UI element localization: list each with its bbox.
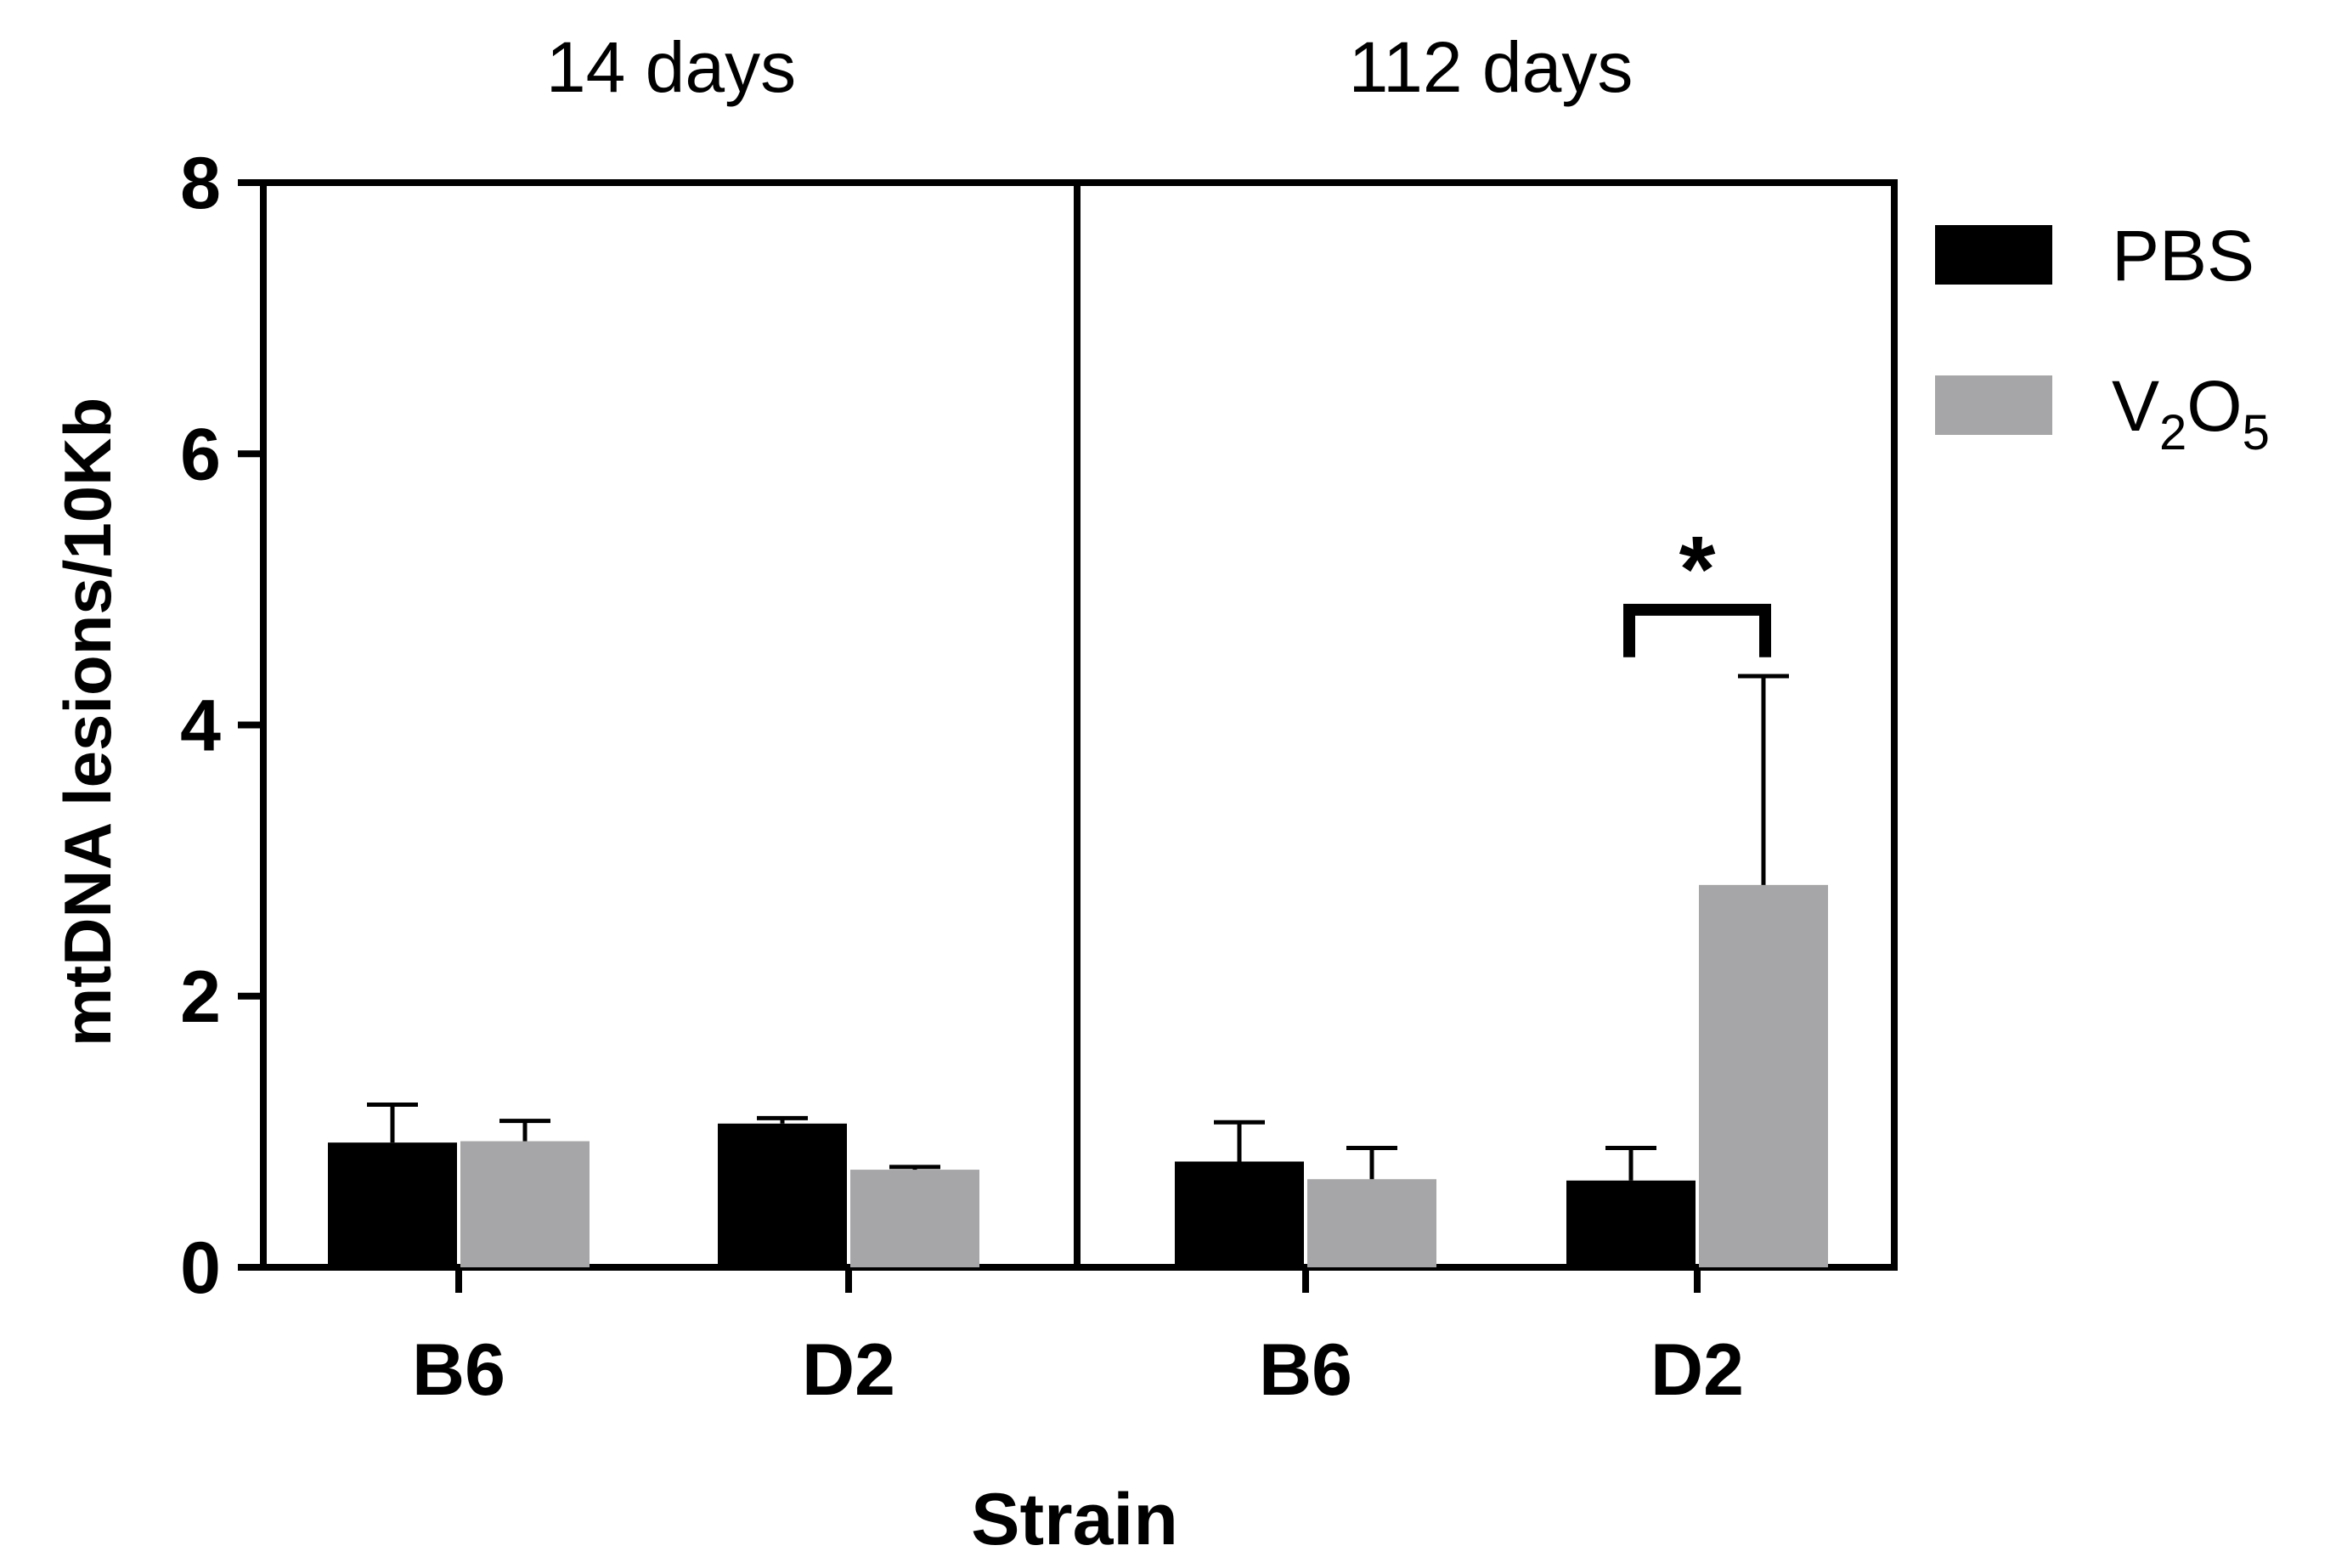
panel-title-14-days: 14 days [546, 27, 796, 107]
significance-asterisk: * [1679, 517, 1716, 622]
y-axis-title: mtDNA lesions/10Kb [50, 398, 125, 1046]
significance-bracket [1623, 603, 1771, 657]
panel-title-112-days: 112 days [1349, 27, 1634, 107]
x-tick-label-d2: D2 [1650, 1329, 1744, 1411]
bar-pbs-1-b6 [1175, 1161, 1304, 1267]
bar-pbs-0-d2 [718, 1123, 847, 1267]
x-tick-label-b6: B6 [412, 1329, 505, 1411]
bars [328, 884, 1828, 1267]
y-tick-label: 6 [180, 414, 221, 495]
legend-label-v2o5: V2O5 [2112, 366, 2270, 460]
error-bars [367, 674, 1789, 1181]
x-tick-label-b6: B6 [1259, 1329, 1352, 1411]
y-tick-label: 0 [180, 1227, 221, 1309]
y-tick-label: 2 [180, 956, 221, 1038]
bar-pbs-1-d2 [1566, 1180, 1696, 1267]
y-axis: 0 2 4 6 8 [180, 143, 263, 1309]
x-tick-label-d2: D2 [802, 1329, 895, 1411]
bar-v2o5-0-d2 [850, 1170, 979, 1267]
plot-frame [260, 179, 1898, 1271]
x-axis: B6 D2 B6 D2 [412, 1267, 1744, 1411]
bar-v2o5-1-b6 [1307, 1179, 1436, 1267]
legend-label-pbs: PBS [2112, 216, 2254, 296]
x-axis-title: Strain [971, 1479, 1178, 1560]
legend-swatch-v2o5 [1935, 375, 2052, 435]
bar-pbs-0-b6 [328, 1142, 457, 1267]
legend: PBS V2O5 [1935, 216, 2270, 460]
annotations: * [1623, 517, 1771, 657]
bar-v2o5-1-d2 [1699, 884, 1828, 1267]
legend-swatch-pbs [1935, 225, 2052, 285]
bar-v2o5-0-b6 [460, 1141, 590, 1267]
y-tick-label: 4 [180, 685, 221, 767]
y-tick-label: 8 [180, 143, 221, 224]
